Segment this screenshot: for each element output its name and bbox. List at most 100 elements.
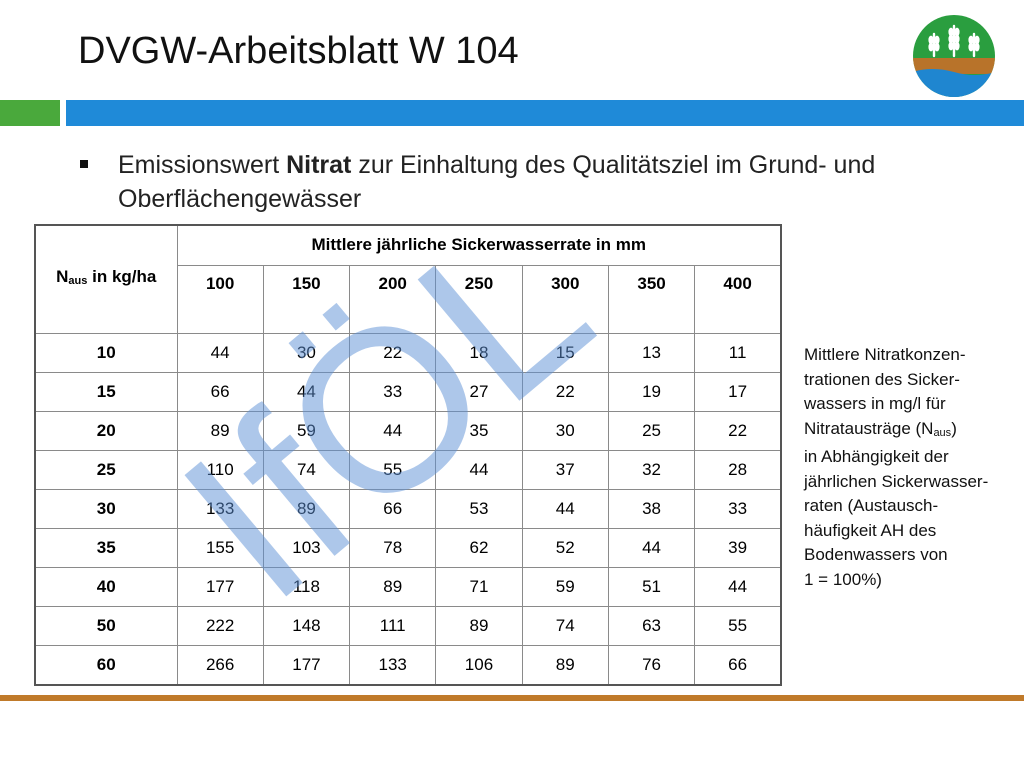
table-cell: 89 [262,488,351,529]
table-cell: 19 [607,371,696,412]
table-cell: 103 [262,527,351,568]
table-cell: 30 [262,332,351,373]
table-cell: 22 [694,410,782,451]
note-sub-pre: Nitratausträge (N [804,418,934,438]
row-header: 15 [34,371,178,412]
table-cell: 89 [176,410,264,451]
table-row: 50 222 148 111 89 74 63 55 [34,605,782,646]
column-header: 200 [349,264,437,334]
corner-header-unit: in kg/ha [87,267,157,287]
table-cell: 110 [176,449,264,490]
table-cell: 63 [607,605,696,646]
row-header: 10 [34,332,178,373]
table-cell: 18 [435,332,523,373]
note-line: 1 = 100%) [804,569,882,589]
table-cell: 25 [607,410,696,451]
table-cell: 44 [349,410,437,451]
table-cell: 22 [521,371,609,412]
table-cell: 44 [435,449,523,490]
table-cell: 78 [349,527,437,568]
column-header: 250 [435,264,523,334]
note-line: wassers in mg/l für [804,394,946,413]
table-cell: 74 [262,449,351,490]
row-header: 30 [34,488,178,529]
accent-bar-blue [66,100,1024,126]
note-sub-sub: aus [933,426,952,439]
table-cell: 30 [521,410,609,451]
row-header: 25 [34,449,178,490]
table-cell: 44 [694,566,782,607]
table-cell: 53 [435,488,523,529]
row-header: 20 [34,410,178,451]
table-row: 60 266 177 133 106 89 76 66 [34,644,782,686]
table-cell: 266 [176,644,264,686]
corner-header-sub: aus [68,275,88,288]
table-row: 25 110 74 55 44 37 32 28 [34,449,782,490]
table-cell: 22 [349,332,437,373]
table-cell: 177 [176,566,264,607]
column-header: 150 [262,264,351,334]
table-cell: 222 [176,605,264,646]
table-cell: 76 [607,644,696,686]
table-cell: 32 [607,449,696,490]
column-header: 350 [607,264,696,334]
bullet-text-bold: Nitrat [286,151,352,179]
column-header: 100 [176,264,264,334]
table-cell: 38 [607,488,696,529]
column-header: 300 [521,264,609,334]
row-header: 35 [34,527,178,568]
note-line: in Abhängigkeit der [804,447,949,466]
table-row: 30 133 89 66 53 44 38 33 [34,488,782,529]
table-cell: 44 [607,527,696,568]
bullet-square-icon [80,160,88,168]
side-note: Mittlere Nitratkonzen-trationen des Sick… [804,343,1019,592]
table-row: 40 177 118 89 71 59 51 44 [34,566,782,607]
table-cell: 33 [349,371,437,412]
table-cell: 28 [694,449,782,490]
corner-header-n: N [56,267,69,287]
table-cell: 155 [176,527,264,568]
table-cell: 89 [349,566,437,607]
bullet-text-prefix: Emissionswert [118,151,287,179]
table-cell: 118 [262,566,351,607]
table-cell: 44 [262,371,351,412]
note-line: trationen des Sicker- [804,369,960,389]
table-cell: 39 [694,527,782,568]
table-body: 10 44 30 22 18 15 13 11 15 66 44 33 27 22 19 17 20 89 59 44… [34,332,782,686]
table-corner-header: Naus in kg/ha [34,224,178,334]
slide-title: DVGW-Arbeitsblatt W 104 [78,30,519,72]
table-cell: 59 [262,410,351,451]
table-cell: 66 [694,644,782,686]
table-cell: 37 [521,449,609,490]
row-header: 40 [34,566,178,607]
table-cell: 55 [349,449,437,490]
table-cell: 44 [521,488,609,529]
note-line: häufigkeit AH des [804,520,937,540]
table-cell: 89 [521,644,609,686]
nitrate-table: Naus in kg/ha Mittlere jährliche Sickerw… [34,224,782,686]
note-line: Mittlere Nitratkonzen- [804,345,966,364]
table-cell: 177 [262,644,351,686]
table-cell: 89 [435,605,523,646]
note-sub-post: ) [951,418,957,438]
bullet-item: Emissionswert Nitrat zur Einhaltung des … [80,148,1000,216]
table-cell: 44 [176,332,264,373]
note-line: jährlichen Sickerwasser- [804,471,989,491]
table-cell: 66 [176,371,264,412]
logo-icon [913,15,995,97]
table-cell: 55 [694,605,782,646]
table-cell: 74 [521,605,609,646]
table-cell: 66 [349,488,437,529]
table-cell: 133 [349,644,437,686]
note-lines-before: Mittlere Nitratkonzen-trationen des Sick… [804,343,1019,417]
table-cell: 11 [694,332,782,373]
note-line-sub: Nitratausträge (Naus) [804,417,1019,446]
note-line: Bodenwassers von [804,545,948,564]
bullet-text-suffix: zur Einhaltung des Qualitätsziel im Grun… [118,151,876,213]
table-cell: 62 [435,527,523,568]
table-cell: 52 [521,527,609,568]
note-lines-after: in Abhängigkeit der jährlichen Sickerwass… [804,445,1019,592]
table-group-header: Mittlere jährliche Sickerwasserrate in m… [176,224,782,266]
column-header-row: 100 150 200 250 300 350 400 [35,264,782,334]
note-line: raten (Austausch- [804,496,939,515]
